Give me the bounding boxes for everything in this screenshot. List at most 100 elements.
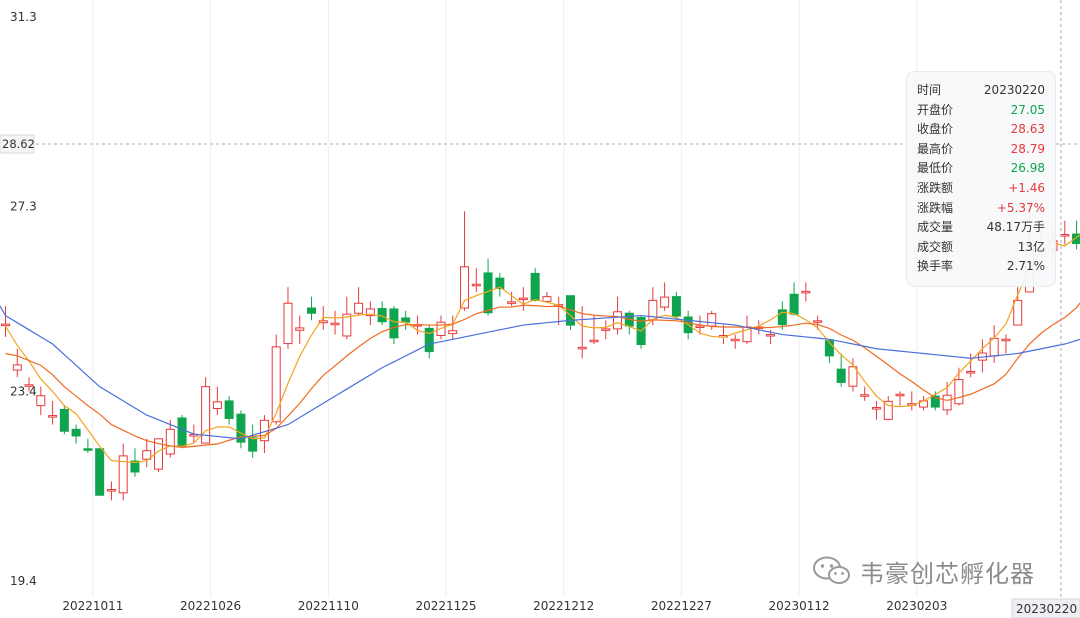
candle [542, 291, 552, 302]
candle-body [507, 301, 517, 304]
candle [1072, 220, 1080, 250]
candle [1, 306, 10, 337]
ma-short-line [4, 234, 1080, 464]
candle-body [36, 395, 46, 407]
candle-body [118, 455, 128, 494]
candle [495, 272, 505, 297]
candle [954, 367, 964, 406]
candle-body [354, 302, 364, 314]
x-tick-label: 20221026 [180, 599, 241, 613]
candle [1060, 220, 1070, 245]
candle [201, 377, 211, 444]
candle-body [212, 401, 222, 409]
candle-body [248, 437, 258, 452]
candle-body [177, 417, 187, 447]
candle-body [318, 320, 328, 324]
candle-body [307, 307, 317, 314]
candle [12, 348, 22, 378]
candle-body [824, 340, 834, 357]
candle [307, 296, 317, 321]
candle [671, 291, 681, 321]
candle [883, 396, 893, 420]
candle [730, 334, 740, 349]
candle-body [1001, 338, 1011, 342]
candle [660, 282, 670, 311]
candle-body [1060, 234, 1070, 237]
candle [448, 315, 458, 340]
candle [718, 325, 728, 345]
candle-body [495, 277, 505, 290]
tooltip-row: 开盘价 27.05 [917, 101, 1045, 121]
candle [471, 268, 481, 292]
candle-body [860, 394, 870, 397]
candle [860, 386, 870, 401]
ohlc-tooltip: 时间 20230220 开盘价 27.05 收盘价 28.63 最高价 28.79 最低价 26.… [906, 71, 1056, 287]
candle-body [848, 366, 858, 387]
candle [212, 386, 222, 416]
candle [401, 310, 411, 330]
candle [777, 301, 787, 330]
candle-body [671, 296, 681, 317]
candle-body [12, 364, 22, 371]
candle-body [365, 308, 375, 317]
candle-body [589, 339, 599, 343]
tooltip-label: 最低价 [917, 161, 954, 176]
tooltip-label: 开盘价 [917, 102, 954, 117]
tooltip-row: 涨跌幅 +5.37% [917, 199, 1045, 219]
x-tick-label: 20221212 [533, 599, 594, 613]
candle-body [577, 346, 587, 350]
tooltip-label: 时间 [917, 83, 942, 97]
candle [518, 287, 528, 311]
candle-body [966, 371, 976, 374]
tooltip-value: 20230220 [983, 83, 1045, 97]
tooltip-label: 涨跌额 [917, 180, 954, 195]
candle [106, 481, 116, 501]
candle-body [1, 323, 10, 327]
candle [577, 306, 587, 359]
ma-mid-line [5, 302, 1080, 448]
crosshair-price-label: 28.62 [2, 137, 35, 151]
candle-body [777, 309, 787, 326]
candle [48, 400, 58, 425]
candle [342, 296, 352, 340]
x-tick-label: 20221125 [415, 599, 476, 613]
tooltip-value: 26.98 [1010, 161, 1045, 176]
tooltip-row: 换手率 2.71% [917, 257, 1045, 277]
tooltip-row: 涨跌额 +1.46 [917, 179, 1045, 199]
candle [118, 443, 128, 501]
candle-body [448, 330, 458, 335]
candle [589, 315, 599, 345]
candle [460, 211, 470, 311]
tooltip-label: 收盘价 [917, 122, 954, 137]
ma-long-line [0, 178, 1080, 440]
candle [142, 438, 152, 468]
candle-body [542, 296, 552, 302]
watermark-text: 韦豪创芯孵化器 [860, 559, 1035, 588]
x-tick-label: 20230203 [886, 599, 947, 613]
candle-body [942, 394, 952, 411]
candle [354, 287, 364, 316]
candle-body [330, 322, 340, 326]
tooltip-value: +1.46 [1008, 180, 1045, 195]
candle [95, 448, 105, 496]
tooltip-row: 收盘价 28.63 [917, 120, 1045, 140]
candle [365, 301, 375, 326]
y-tick-label: 23.4 [10, 384, 37, 398]
candle [377, 301, 387, 326]
watermark: 韦豪创芯孵化器 [812, 554, 1035, 588]
x-tick-label: 20221227 [651, 599, 712, 613]
candle-body [342, 313, 352, 337]
tooltip-value: 48.17万手 [986, 220, 1045, 235]
candle-body [24, 384, 34, 387]
candle [389, 306, 399, 345]
candle [330, 310, 340, 335]
candle [83, 438, 93, 454]
candle [836, 353, 846, 387]
tooltip-value: 13亿 [1017, 239, 1045, 254]
candle-body [707, 313, 717, 327]
candle-body [142, 450, 152, 460]
candle-body [59, 408, 69, 432]
candle-body [836, 368, 846, 383]
